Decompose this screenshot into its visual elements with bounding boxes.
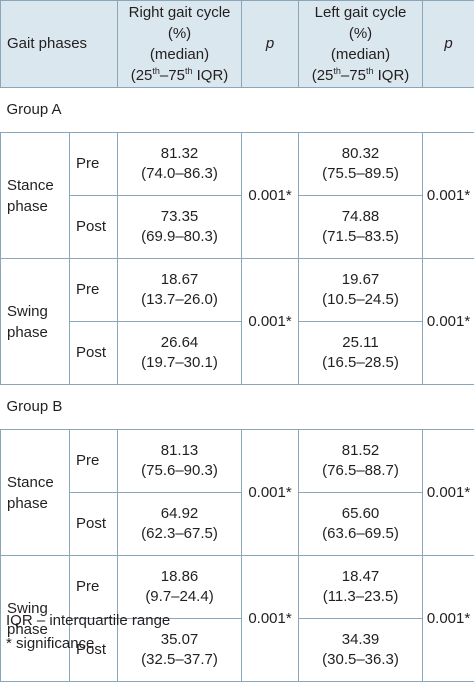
table-row: Post 73.35(69.9–80.3) 74.88(71.5–83.5) [1,196,474,259]
p-value-left: 0.001* [423,430,474,556]
time-label: Pre [70,430,118,493]
right-value: 26.64(19.7–30.1) [118,322,242,385]
footnotes: IQR – interquartile range * significance [6,609,170,655]
left-value: 25.11(16.5–28.5) [299,322,423,385]
group-label: Group A [1,88,474,133]
table-figure: Gait phases Right gait cycle (%) (median… [0,0,474,655]
left-value: 19.67(10.5–24.5) [299,259,423,322]
group-row: Group B [1,385,474,430]
p-value-right: 0.001* [242,133,299,259]
right-value: 64.92(62.3–67.5) [118,493,242,556]
group-label: Group B [1,385,474,430]
left-value: 81.52(76.5–88.7) [299,430,423,493]
left-value: 80.32(75.5–89.5) [299,133,423,196]
right-value: 18.67(13.7–26.0) [118,259,242,322]
p-value-right: 0.001* [242,259,299,385]
group-row: Group A [1,88,474,133]
table-row: Post 26.64(19.7–30.1) 25.11(16.5–28.5) [1,322,474,385]
footnote-significance: * significance [6,632,170,655]
left-value: 74.88(71.5–83.5) [299,196,423,259]
p-value-left: 0.001* [423,133,474,259]
p-value-left: 0.001* [423,556,474,682]
right-value: 81.13(75.6–90.3) [118,430,242,493]
right-value: 81.32(74.0–86.3) [118,133,242,196]
header-right-gait-cycle: Right gait cycle (%) (median) (25th–75th… [118,1,242,88]
table-row: Post 64.92(62.3–67.5) 65.60(63.6–69.5) [1,493,474,556]
header-p-left: p [423,1,474,88]
p-value-right: 0.001* [242,556,299,682]
time-label: Pre [70,133,118,196]
p-value-right: 0.001* [242,430,299,556]
left-value: 65.60(63.6–69.5) [299,493,423,556]
header-row: Gait phases Right gait cycle (%) (median… [1,1,474,88]
left-value: 18.47(11.3–23.5) [299,556,423,619]
time-label: Post [70,493,118,556]
header-gait-phases: Gait phases [1,1,118,88]
p-value-left: 0.001* [423,259,474,385]
footnote-iqr: IQR – interquartile range [6,609,170,632]
time-label: Pre [70,259,118,322]
right-value: 73.35(69.9–80.3) [118,196,242,259]
left-value: 34.39(30.5–36.3) [299,619,423,682]
header-p-right: p [242,1,299,88]
time-label: Post [70,196,118,259]
time-label: Post [70,322,118,385]
header-left-gait-cycle: Left gait cycle (%) (median) (25th–75th … [299,1,423,88]
